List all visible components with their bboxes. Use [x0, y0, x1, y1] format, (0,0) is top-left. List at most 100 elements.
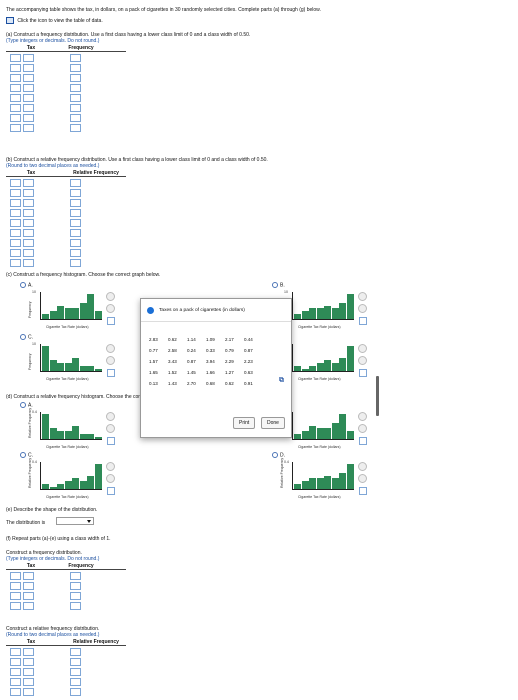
- external-link-icon[interactable]: [107, 437, 115, 445]
- freq-f-lower-input[interactable]: [10, 582, 21, 590]
- relfreq-b-lower-input[interactable]: [10, 209, 21, 217]
- freq-a-lower-input[interactable]: [10, 124, 21, 132]
- zoom-in-icon[interactable]: [358, 462, 367, 471]
- relfreq-b-lower-input[interactable]: [10, 179, 21, 187]
- zoom-out-icon[interactable]: [358, 356, 367, 365]
- zoom-in-icon[interactable]: [358, 344, 367, 353]
- relfreq-b-lower-input[interactable]: [10, 249, 21, 257]
- relfreq-b-upper-input[interactable]: [23, 209, 34, 217]
- zoom-out-icon[interactable]: [106, 304, 115, 313]
- freq-f-lower-input[interactable]: [10, 592, 21, 600]
- relfreq-f-upper-input[interactable]: [23, 678, 34, 686]
- relfreq-b-value-input[interactable]: [70, 259, 81, 267]
- external-link-icon[interactable]: [359, 437, 367, 445]
- external-link-icon[interactable]: [107, 369, 115, 377]
- radio-button[interactable]: [20, 402, 26, 408]
- zoom-out-icon[interactable]: [358, 304, 367, 313]
- zoom-out-icon[interactable]: [106, 474, 115, 483]
- freq-a-lower-input[interactable]: [10, 84, 21, 92]
- option-d-c-radio[interactable]: C.: [20, 452, 33, 458]
- print-button[interactable]: Print: [233, 417, 256, 429]
- freq-a-lower-input[interactable]: [10, 104, 21, 112]
- relfreq-f-value-input[interactable]: [70, 678, 81, 686]
- relfreq-f-upper-input[interactable]: [23, 658, 34, 666]
- table-icon[interactable]: [6, 17, 14, 24]
- relfreq-b-upper-input[interactable]: [23, 219, 34, 227]
- relfreq-f-lower-input[interactable]: [10, 648, 21, 656]
- freq-a-lower-input[interactable]: [10, 94, 21, 102]
- freq-a-upper-input[interactable]: [23, 124, 34, 132]
- zoom-in-icon[interactable]: [106, 412, 115, 421]
- freq-a-upper-input[interactable]: [23, 64, 34, 72]
- relfreq-f-upper-input[interactable]: [23, 668, 34, 676]
- freq-f-upper-input[interactable]: [23, 592, 34, 600]
- freq-a-upper-input[interactable]: [23, 114, 34, 122]
- relfreq-f-value-input[interactable]: [70, 658, 81, 666]
- relfreq-f-lower-input[interactable]: [10, 688, 21, 696]
- zoom-in-icon[interactable]: [106, 344, 115, 353]
- freq-f-value-input[interactable]: [70, 592, 81, 600]
- zoom-out-icon[interactable]: [358, 474, 367, 483]
- relfreq-b-upper-input[interactable]: [23, 189, 34, 197]
- relfreq-f-upper-input[interactable]: [23, 688, 34, 696]
- freq-a-upper-input[interactable]: [23, 74, 34, 82]
- relfreq-b-value-input[interactable]: [70, 179, 81, 187]
- radio-button[interactable]: [20, 334, 26, 340]
- relfreq-b-lower-input[interactable]: [10, 219, 21, 227]
- radio-button[interactable]: [272, 282, 278, 288]
- relfreq-f-lower-input[interactable]: [10, 658, 21, 666]
- freq-a-upper-input[interactable]: [23, 104, 34, 112]
- radio-button[interactable]: [20, 282, 26, 288]
- freq-f-upper-input[interactable]: [23, 572, 34, 580]
- freq-a-value-input[interactable]: [70, 104, 81, 112]
- option-d-d-radio[interactable]: D.: [272, 452, 285, 458]
- freq-a-value-input[interactable]: [70, 54, 81, 62]
- external-link-icon[interactable]: [359, 369, 367, 377]
- freq-a-upper-input[interactable]: [23, 54, 34, 62]
- relfreq-b-value-input[interactable]: [70, 219, 81, 227]
- relfreq-b-value-input[interactable]: [70, 229, 81, 237]
- option-c-c-radio[interactable]: C.: [20, 334, 33, 340]
- freq-a-lower-input[interactable]: [10, 54, 21, 62]
- relfreq-f-lower-input[interactable]: [10, 668, 21, 676]
- freq-f-upper-input[interactable]: [23, 582, 34, 590]
- freq-a-value-input[interactable]: [70, 74, 81, 82]
- external-link-icon[interactable]: [359, 487, 367, 495]
- relfreq-f-value-input[interactable]: [70, 688, 81, 696]
- option-c-a-radio[interactable]: A.: [20, 282, 33, 288]
- option-d-a-radio[interactable]: A.: [20, 402, 33, 408]
- relfreq-b-lower-input[interactable]: [10, 189, 21, 197]
- freq-a-value-input[interactable]: [70, 114, 81, 122]
- freq-a-upper-input[interactable]: [23, 94, 34, 102]
- external-link-icon[interactable]: [359, 317, 367, 325]
- zoom-out-icon[interactable]: [106, 356, 115, 365]
- relfreq-b-upper-input[interactable]: [23, 199, 34, 207]
- relfreq-f-lower-input[interactable]: [10, 678, 21, 686]
- relfreq-b-upper-input[interactable]: [23, 239, 34, 247]
- distribution-select[interactable]: [56, 517, 94, 525]
- zoom-out-icon[interactable]: [358, 424, 367, 433]
- relfreq-b-lower-input[interactable]: [10, 229, 21, 237]
- relfreq-b-lower-input[interactable]: [10, 259, 21, 267]
- zoom-in-icon[interactable]: [358, 412, 367, 421]
- freq-a-value-input[interactable]: [70, 94, 81, 102]
- zoom-in-icon[interactable]: [106, 292, 115, 301]
- relfreq-f-upper-input[interactable]: [23, 648, 34, 656]
- option-c-b-radio[interactable]: B.: [272, 282, 285, 288]
- popup-scrollbar[interactable]: [376, 376, 379, 416]
- external-link-icon[interactable]: [107, 317, 115, 325]
- freq-a-lower-input[interactable]: [10, 114, 21, 122]
- relfreq-b-value-input[interactable]: [70, 209, 81, 217]
- radio-button[interactable]: [272, 452, 278, 458]
- freq-a-value-input[interactable]: [70, 84, 81, 92]
- relfreq-b-upper-input[interactable]: [23, 249, 34, 257]
- radio-button[interactable]: [20, 452, 26, 458]
- relfreq-b-lower-input[interactable]: [10, 199, 21, 207]
- freq-a-value-input[interactable]: [70, 64, 81, 72]
- zoom-in-icon[interactable]: [358, 292, 367, 301]
- data-link-text[interactable]: Click the icon to view the table of data…: [17, 17, 103, 24]
- freq-f-upper-input[interactable]: [23, 602, 34, 610]
- external-link-icon[interactable]: [107, 487, 115, 495]
- relfreq-b-value-input[interactable]: [70, 249, 81, 257]
- zoom-in-icon[interactable]: [106, 462, 115, 471]
